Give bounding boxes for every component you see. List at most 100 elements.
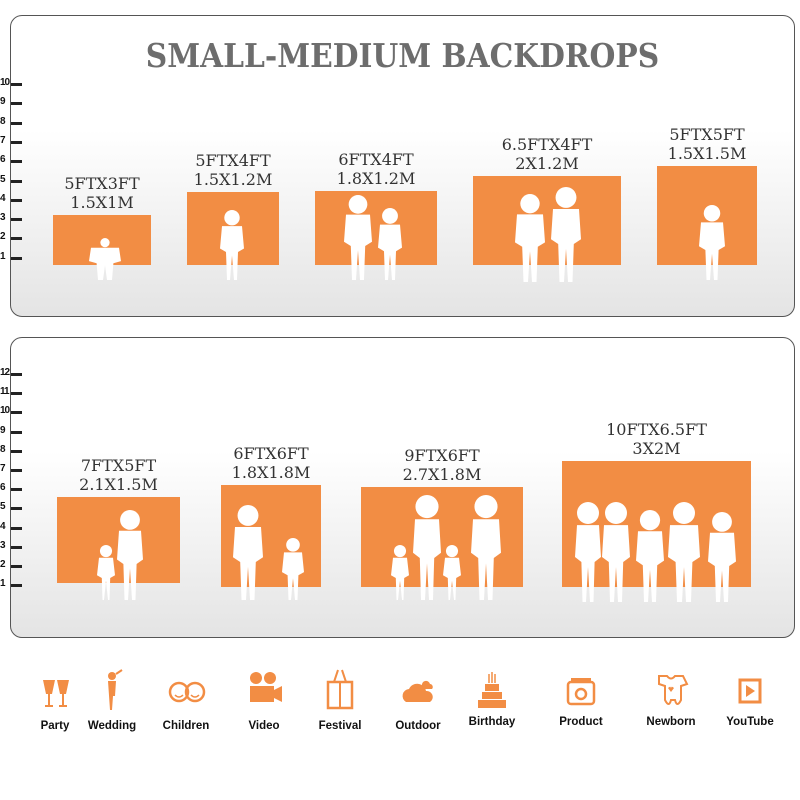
ruler-tick-mark — [11, 102, 22, 106]
size-meters: 2X1.2M — [515, 154, 579, 173]
use-case-wedding: Wedding — [77, 668, 147, 732]
ruler-tick-mark — [11, 584, 22, 588]
use-case-label: Party — [40, 720, 70, 732]
ruler-tick-mark — [11, 469, 22, 472]
ruler-tick: 2 — [0, 231, 40, 249]
use-case-label: Festival — [318, 720, 362, 732]
baby-onesie-icon — [636, 668, 706, 714]
ruler-tick: 12 — [0, 367, 40, 385]
use-case-youtube: YouTube — [715, 668, 785, 728]
ruler-tick-mark — [11, 218, 22, 222]
use-cases-row: Party Wedding Children Video Festival Outdoor… — [0, 668, 800, 758]
use-case-label: Birthday — [468, 716, 516, 728]
ruler-tick-label: 3 — [0, 212, 5, 224]
size-meters: 1.8X1.2M — [336, 169, 416, 188]
ruler-tick: 6 — [0, 482, 40, 500]
use-case-product: Product — [546, 668, 616, 728]
use-case-children: Children — [151, 668, 221, 732]
ruler-tick-label: 3 — [0, 539, 5, 551]
cloud-icon — [383, 668, 453, 714]
size-feet: 7FTX5FT — [80, 456, 157, 475]
ruler-tick-label: 7 — [0, 134, 5, 146]
ruler-tick: 10 — [0, 405, 40, 423]
size-feet: 5FTX5FT — [669, 125, 745, 144]
people-silhouettes — [180, 210, 380, 284]
size-feet: 6.5FTX4FT — [501, 135, 593, 154]
backdrop-size-label: 5FTX3FT 1.5X1M — [32, 174, 172, 212]
ruler-tick: 10 — [0, 77, 40, 95]
ruler-tick-label: 8 — [0, 443, 5, 455]
ruler-tick-label: 6 — [0, 482, 5, 494]
ruler-tick-label: 5 — [0, 501, 5, 513]
use-case-newborn: Newborn — [636, 668, 706, 728]
size-meters: 1.5X1.2M — [193, 170, 273, 189]
gift-box-icon — [305, 668, 375, 714]
ruler-tick-mark — [11, 545, 22, 549]
ruler-tick-mark — [11, 488, 22, 492]
use-case-label: Product — [559, 716, 603, 728]
backdrop-size-label: 6.5FTX4FT 2X1.2M — [477, 135, 617, 173]
ruler-tick: 1 — [0, 251, 40, 269]
use-case-label: Outdoor — [395, 720, 441, 732]
people-silhouettes — [550, 502, 750, 606]
ruler-tick-label: 8 — [0, 115, 5, 127]
ruler-tick-label: 2 — [0, 231, 5, 243]
use-case-party: Party — [20, 668, 90, 732]
backdrop-size-label: 7FTX5FT 2.1X1.5M — [49, 456, 189, 494]
ruler-tick-label: 7 — [0, 463, 5, 474]
use-case-label: YouTube — [726, 716, 774, 728]
use-case-birthday: Birthday — [457, 668, 527, 728]
size-feet: 5FTX4FT — [195, 151, 271, 170]
use-case-label: Newborn — [646, 716, 696, 728]
ruler-tick-mark — [11, 237, 22, 241]
ruler-tick: 8 — [0, 116, 40, 134]
ruler-tick: 3 — [0, 540, 40, 558]
ruler-tick-mark — [11, 256, 22, 260]
use-case-label: Children — [162, 720, 210, 732]
ruler-tick: 7 — [0, 463, 40, 481]
ruler-tick-label: 11 — [0, 386, 10, 398]
ruler-tick-mark — [11, 198, 22, 202]
size-feet: 9FTX6FT — [404, 446, 480, 465]
ruler-tick-label: 4 — [0, 520, 5, 532]
ruler-tick: 3 — [0, 212, 40, 230]
ruler-tick: 4 — [0, 521, 40, 539]
ruler-tick-label: 12 — [0, 367, 10, 378]
ruler-tick-mark — [11, 392, 22, 396]
ruler-tick-mark — [11, 526, 22, 530]
ruler-tick-mark — [11, 160, 22, 164]
ruler-tick-label: 10 — [0, 405, 10, 417]
ruler-tick: 7 — [0, 135, 40, 153]
page-title: SMALL-MEDIUM BACKDROPS — [145, 36, 660, 75]
backdrop-size-label: 10FTX6.5FT 3X2M — [587, 420, 727, 458]
people-silhouettes — [310, 195, 510, 284]
backdrop-6ftx4ft — [315, 191, 437, 265]
ruler-tick-label: 4 — [0, 192, 5, 204]
ruler-tick-mark — [11, 140, 22, 144]
ruler-tick-mark — [11, 449, 22, 453]
size-meters: 1.8X1.8M — [231, 463, 311, 482]
use-case-outdoor: Outdoor — [383, 668, 453, 732]
ruler-tick-label: 1 — [0, 578, 5, 590]
ruler-tick-mark — [11, 83, 22, 86]
backdrop-size-label: 6FTX6FT 1.8X1.8M — [201, 444, 341, 482]
size-meters: 3X2M — [632, 439, 681, 458]
ruler-tick-mark — [11, 411, 22, 415]
size-meters: 1.5X1.5M — [667, 144, 747, 163]
ruler-tick-label: 9 — [0, 424, 5, 436]
use-case-label: Wedding — [87, 720, 137, 732]
champagne-glasses-icon — [20, 668, 90, 714]
ruler-tick-mark — [11, 179, 22, 183]
ruler-tick: 4 — [0, 193, 40, 211]
people-silhouettes — [210, 505, 410, 604]
backdrop-size-label: 5FTX4FT 1.5X1.2M — [163, 151, 303, 189]
ruler-tick: 9 — [0, 425, 40, 443]
people-silhouettes — [652, 205, 800, 284]
ruler-tick-mark — [11, 430, 22, 434]
ruler-tick: 5 — [0, 174, 40, 192]
wedding-couple-icon — [77, 668, 147, 714]
size-feet: 10FTX6.5FT — [606, 420, 707, 439]
ruler-tick-mark — [11, 121, 22, 125]
children-faces-icon — [151, 668, 221, 714]
ruler-tick: 8 — [0, 444, 40, 462]
